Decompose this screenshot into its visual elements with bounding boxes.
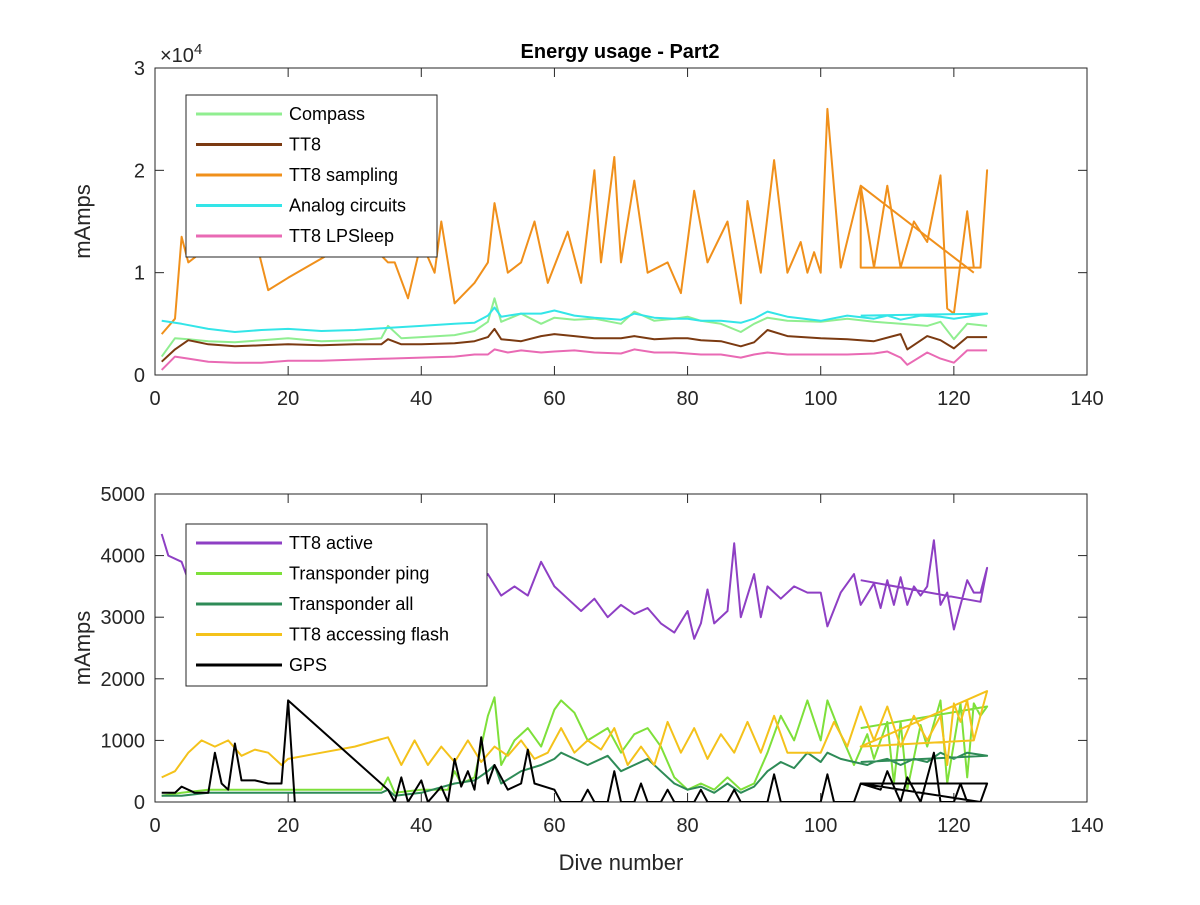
x-tick-label: 20 bbox=[277, 815, 299, 837]
x-tick-label: 80 bbox=[676, 815, 698, 837]
legend-label: Analog circuits bbox=[289, 196, 406, 216]
legend-label: Compass bbox=[289, 104, 365, 124]
series-line-analog-circuits bbox=[161, 306, 989, 333]
y-tick-label: 3 bbox=[134, 58, 145, 80]
axes-energy-bottom: 0 20 40 60 80 100 120 140 0 1000 2000 3000 4000 5000 m… bbox=[70, 484, 1104, 875]
series-line-gps bbox=[161, 699, 989, 802]
x-tick-label: 120 bbox=[937, 388, 970, 410]
series-line-tt8 bbox=[161, 327, 988, 363]
y-tick-label: 0 bbox=[134, 792, 145, 814]
y-exponent-base: ×10 bbox=[160, 45, 194, 67]
y-tick-label: 1 bbox=[134, 263, 145, 285]
y-exponent-power: 4 bbox=[194, 41, 202, 58]
x-tick-label: 60 bbox=[543, 388, 565, 410]
x-tick-label: 80 bbox=[676, 388, 698, 410]
legend: TT8 active Transponder ping Transponder al… bbox=[185, 523, 488, 687]
x-tick-label: 140 bbox=[1070, 388, 1103, 410]
series-line-tt8-accessing-flash bbox=[161, 690, 989, 779]
y-tick-label: 2000 bbox=[101, 669, 146, 691]
series-line-compass bbox=[160, 297, 988, 358]
y-axis-label: mAmps bbox=[70, 184, 95, 259]
x-tick-label: 40 bbox=[410, 388, 432, 410]
y-tick-label: 2 bbox=[134, 160, 145, 182]
legend-label: TT8 LPSleep bbox=[289, 226, 394, 246]
x-tick-label: 100 bbox=[804, 388, 837, 410]
x-tick-label: 20 bbox=[277, 388, 299, 410]
x-tick-label: 60 bbox=[543, 815, 565, 837]
legend-label: TT8 bbox=[289, 135, 321, 155]
legend-label: TT8 sampling bbox=[289, 165, 398, 185]
y-tick-label: 3000 bbox=[101, 607, 146, 629]
x-axis-label: Dive number bbox=[559, 850, 684, 875]
legend-label: TT8 active bbox=[289, 533, 373, 553]
legend-label: Transponder ping bbox=[289, 564, 429, 584]
y-exponent-label: ×104 bbox=[160, 41, 202, 67]
y-axis-label: mAmps bbox=[70, 611, 95, 686]
y-tick-label: 5000 bbox=[101, 484, 146, 506]
x-tick-label: 120 bbox=[937, 815, 970, 837]
y-tick-label: 1000 bbox=[101, 730, 146, 752]
x-tick-label: 40 bbox=[410, 815, 432, 837]
x-tick-label: 0 bbox=[149, 815, 160, 837]
x-tick-label: 100 bbox=[804, 815, 837, 837]
x-tick-label: 140 bbox=[1070, 815, 1103, 837]
series-line-tt8-lpsleep bbox=[160, 348, 988, 371]
x-tick-label: 0 bbox=[149, 388, 160, 410]
axes-energy-top: 0 20 40 60 80 100 120 140 0 1 2 3 ×104 mAmps Compass TT… bbox=[70, 41, 1104, 410]
y-tick-label: 0 bbox=[134, 365, 145, 387]
legend: Compass TT8 TT8 sampling Analog circuits TT8… bbox=[185, 94, 438, 258]
legend-label: Transponder all bbox=[289, 594, 413, 614]
figure-title: Energy usage - Part2 bbox=[521, 41, 720, 63]
legend-label: TT8 accessing flash bbox=[289, 625, 449, 645]
legend-label: GPS bbox=[289, 655, 327, 675]
y-tick-label: 4000 bbox=[101, 546, 146, 568]
